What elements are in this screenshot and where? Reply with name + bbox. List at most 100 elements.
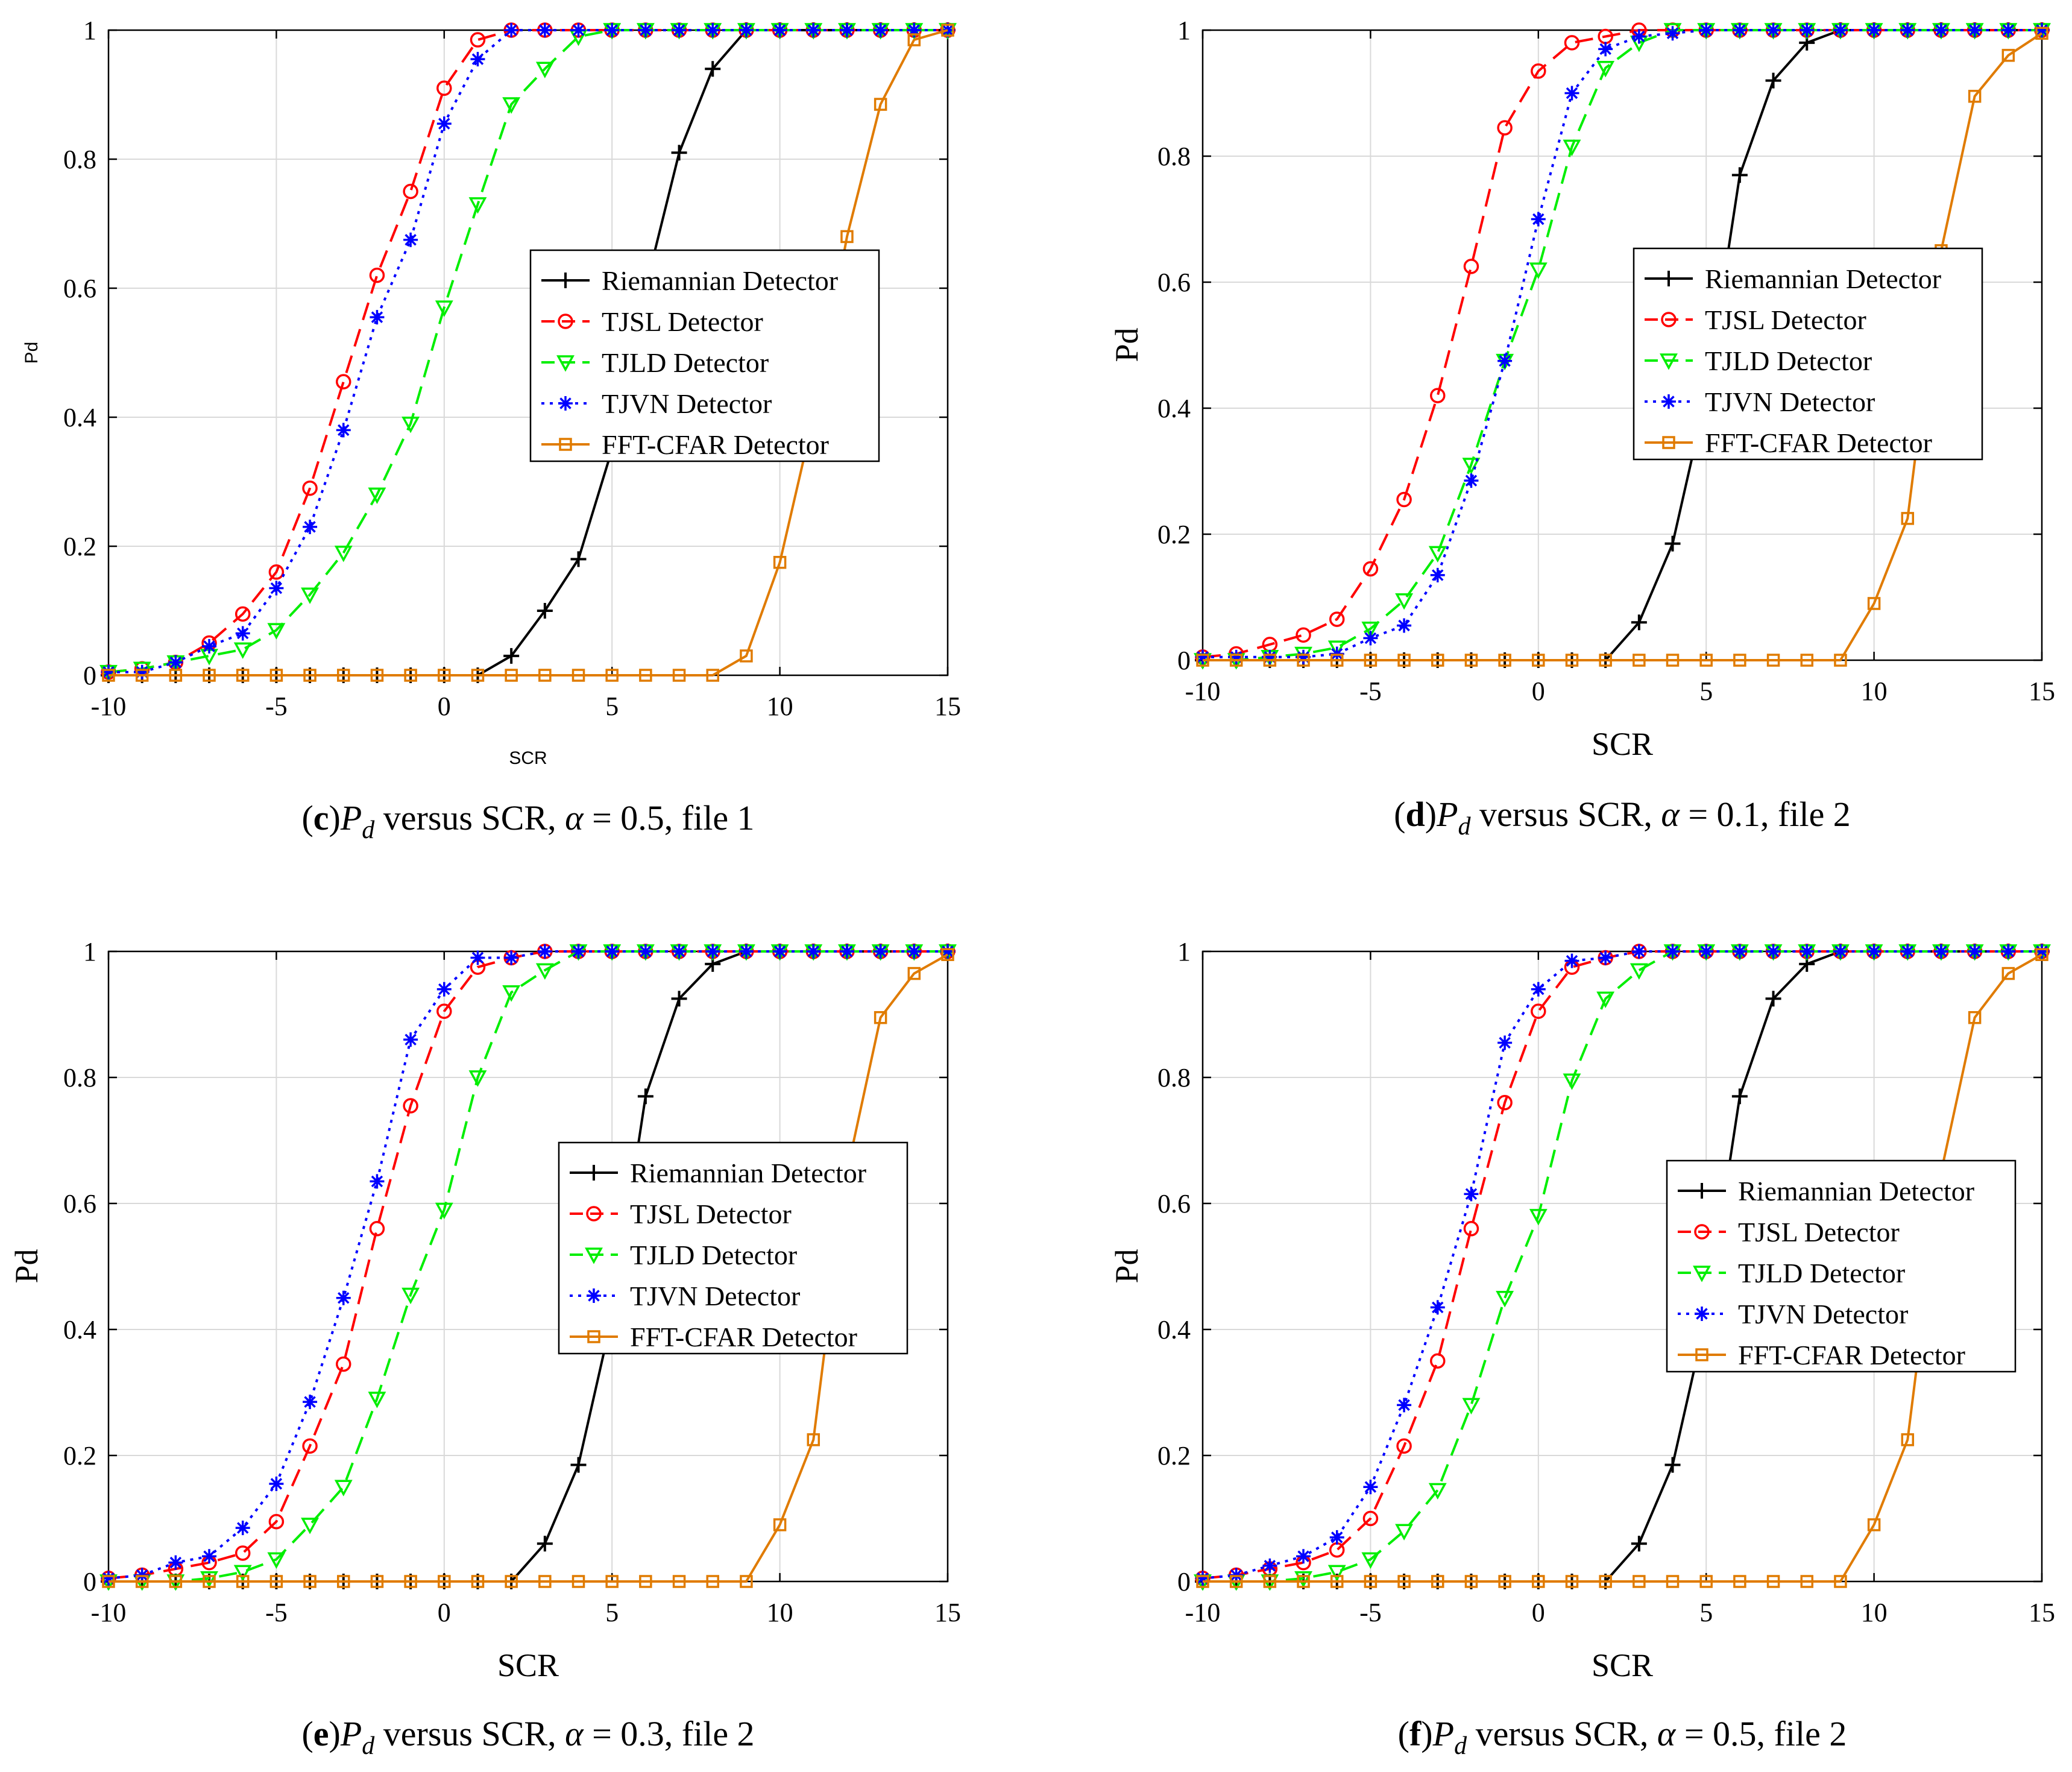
legend-label-tjsl: TJSL Detector (1738, 1217, 1900, 1247)
data-point-fftcfar (1297, 654, 1310, 667)
data-point-tjvn (705, 944, 720, 959)
legend-marker-tjvn (558, 396, 573, 411)
data-point-fftcfar (1498, 654, 1511, 667)
data-point-fftcfar (1834, 1575, 1847, 1588)
x-tick-label: -5 (265, 692, 288, 721)
y-tick-label: 0.2 (63, 1441, 96, 1471)
data-point-tjvn (101, 664, 116, 679)
data-point-tjsl (470, 32, 486, 48)
y-tick-label: 0 (1177, 646, 1191, 675)
data-point-tjld (1327, 640, 1346, 657)
legend-marker-tjld (585, 1247, 603, 1264)
data-point-tjvn (1363, 1480, 1378, 1495)
data-point-tjld (1596, 991, 1615, 1009)
x-tick-label: 0 (1532, 676, 1545, 706)
data-point-tjld (368, 1392, 386, 1408)
data-point-riemannian (537, 603, 553, 619)
data-point-fftcfar (605, 1575, 619, 1588)
data-point-tjvn (1900, 944, 1915, 959)
data-point-tjvn (1195, 649, 1210, 664)
y-tick-label: 0.4 (63, 1315, 96, 1345)
series-markers-fftcfar (102, 948, 954, 1588)
data-point-fftcfar (1196, 1575, 1209, 1588)
data-point-fftcfar (1867, 597, 1881, 610)
caption-part: versus SCR, (1467, 1714, 1657, 1753)
caption-part: ( (1398, 1714, 1409, 1753)
x-tick-label: 15 (934, 692, 961, 721)
legend-label-fftcfar: FFT-CFAR Detector (630, 1322, 857, 1352)
x-tick-label: 15 (934, 1598, 961, 1627)
data-point-fftcfar (941, 948, 954, 961)
data-point-fftcfar (1431, 654, 1444, 667)
caption-part: ( (301, 1714, 313, 1753)
data-point-fftcfar (2001, 966, 2015, 980)
data-point-riemannian (705, 61, 721, 77)
data-point-tjvn (605, 944, 620, 959)
data-point-fftcfar (1699, 654, 1713, 667)
data-point-fftcfar (438, 1575, 451, 1588)
legend-label-tjvn: TJVN Detector (1705, 386, 1875, 417)
data-point-tjsl (436, 1003, 452, 1020)
legend-marker-riemannian (586, 1165, 602, 1181)
x-tick-label: 5 (1699, 1598, 1713, 1627)
y-tick-label: 0.2 (1157, 520, 1191, 549)
data-point-tjld (468, 197, 487, 214)
legend-marker-fftcfar (1662, 436, 1675, 449)
data-point-tjvn (1732, 23, 1747, 37)
caption-part: d (1458, 813, 1472, 840)
data-point-fftcfar (1364, 1575, 1378, 1588)
data-point-tjld (1428, 1483, 1447, 1500)
caption-part: e (313, 1714, 329, 1753)
data-point-tjvn (336, 423, 351, 438)
data-point-tjsl (1362, 561, 1379, 577)
data-point-riemannian (537, 1536, 553, 1552)
data-point-tjvn (1296, 1549, 1311, 1564)
data-point-tjld (1596, 60, 1615, 78)
data-point-tjvn (1397, 1398, 1412, 1413)
x-tick-label: -10 (1185, 1598, 1221, 1627)
legend: Riemannian Detector TJSL Detector TJLD Det… (558, 1141, 908, 1355)
panel-caption: (c)Pd versus SCR, α = 0.5, file 1 (301, 798, 754, 844)
data-point-tjvn (1766, 944, 1781, 959)
data-point-tjld (502, 985, 521, 1002)
data-point-tjvn (370, 1174, 385, 1189)
data-point-tjld (1496, 1291, 1514, 1308)
y-tick-label: 0 (1177, 1567, 1191, 1597)
data-point-fftcfar (505, 1575, 518, 1588)
legend-label-tjvn: TJVN Detector (602, 388, 772, 419)
data-point-tjvn (1464, 1187, 1479, 1202)
data-point-tjld (535, 963, 554, 980)
caption-part: P (1432, 1714, 1454, 1753)
legend-marker-tjsl (586, 1206, 602, 1222)
legend-marker-tjvn (587, 1288, 601, 1303)
data-point-fftcfar (1766, 654, 1780, 667)
data-point-tjld (267, 623, 286, 640)
data-point-fftcfar (1397, 654, 1411, 667)
data-point-fftcfar (672, 1575, 686, 1588)
data-point-fftcfar (1666, 654, 1680, 667)
data-point-tjvn (269, 581, 284, 596)
data-point-fftcfar (1666, 1575, 1680, 1588)
data-point-tjvn (1967, 23, 1982, 37)
data-point-fftcfar (1330, 1575, 1344, 1588)
data-point-tjvn (303, 519, 318, 534)
data-point-fftcfar (1968, 89, 1982, 103)
legend-label-tjsl: TJSL Detector (630, 1199, 792, 1229)
data-point-tjvn (168, 655, 183, 670)
data-point-fftcfar (1968, 1011, 1982, 1024)
data-point-tjvn (1699, 23, 1714, 37)
x-axis-label: SCR (1592, 1647, 1653, 1683)
data-point-tjvn (1699, 944, 1714, 959)
data-point-tjld (1529, 1209, 1548, 1226)
data-point-tjsl (436, 80, 452, 96)
legend-marker-riemannian (1694, 1183, 1710, 1199)
legend-box (1633, 247, 1983, 461)
data-point-tjld (1395, 593, 1414, 610)
data-point-tjvn (403, 1032, 418, 1047)
data-point-fftcfar (269, 669, 283, 682)
caption-part: ( (301, 798, 313, 837)
data-point-tjvn (907, 23, 922, 37)
data-point-tjvn (873, 944, 888, 959)
data-point-tjvn (1430, 1300, 1445, 1315)
series-markers-tjvn (1195, 23, 2049, 664)
